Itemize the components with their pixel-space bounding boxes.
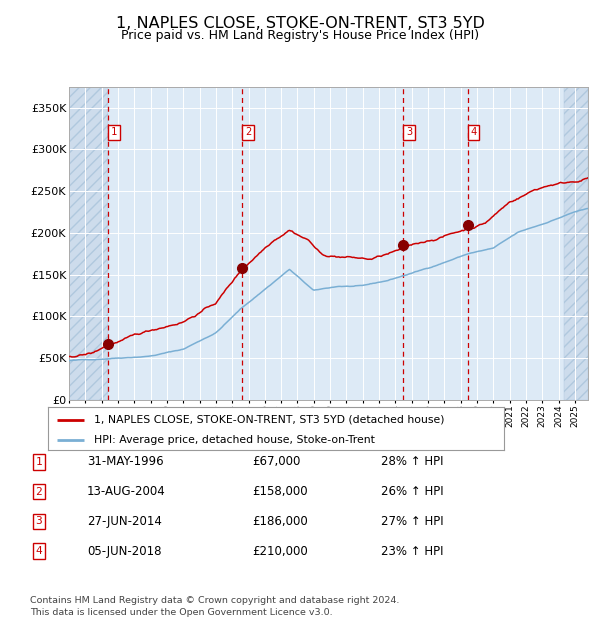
- Text: £158,000: £158,000: [252, 485, 308, 498]
- Text: 1, NAPLES CLOSE, STOKE-ON-TRENT, ST3 5YD: 1, NAPLES CLOSE, STOKE-ON-TRENT, ST3 5YD: [116, 16, 484, 31]
- Text: 3: 3: [406, 127, 412, 137]
- Text: 1: 1: [35, 457, 43, 467]
- Text: 05-JUN-2018: 05-JUN-2018: [87, 545, 161, 557]
- Bar: [69, 87, 109, 400]
- Text: HPI: Average price, detached house, Stoke-on-Trent: HPI: Average price, detached house, Stok…: [94, 435, 374, 445]
- Text: 2: 2: [35, 487, 43, 497]
- Text: 4: 4: [470, 127, 476, 137]
- Text: Price paid vs. HM Land Registry's House Price Index (HPI): Price paid vs. HM Land Registry's House …: [121, 30, 479, 42]
- Text: 27-JUN-2014: 27-JUN-2014: [87, 515, 162, 528]
- Text: Contains HM Land Registry data © Crown copyright and database right 2024.
This d: Contains HM Land Registry data © Crown c…: [30, 596, 400, 617]
- Text: 3: 3: [35, 516, 43, 526]
- Text: 23% ↑ HPI: 23% ↑ HPI: [381, 545, 443, 557]
- Text: 2: 2: [245, 127, 251, 137]
- Bar: [563, 87, 588, 400]
- Text: 26% ↑ HPI: 26% ↑ HPI: [381, 485, 443, 498]
- Text: £67,000: £67,000: [252, 456, 301, 468]
- Text: £210,000: £210,000: [252, 545, 308, 557]
- Text: 31-MAY-1996: 31-MAY-1996: [87, 456, 164, 468]
- Text: £186,000: £186,000: [252, 515, 308, 528]
- Text: 13-AUG-2004: 13-AUG-2004: [87, 485, 166, 498]
- Text: 1: 1: [111, 127, 117, 137]
- Bar: [69, 87, 109, 400]
- Text: 27% ↑ HPI: 27% ↑ HPI: [381, 515, 443, 528]
- Text: 28% ↑ HPI: 28% ↑ HPI: [381, 456, 443, 468]
- Text: 1, NAPLES CLOSE, STOKE-ON-TRENT, ST3 5YD (detached house): 1, NAPLES CLOSE, STOKE-ON-TRENT, ST3 5YD…: [94, 415, 444, 425]
- Bar: [563, 87, 588, 400]
- Text: 4: 4: [35, 546, 43, 556]
